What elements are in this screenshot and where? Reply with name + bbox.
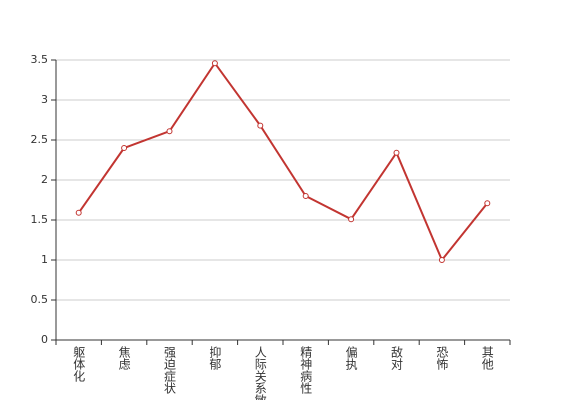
point <box>211 60 218 67</box>
x-tick-label: 焦虑 <box>117 346 131 370</box>
x-tick-label: 敌对 <box>390 345 404 370</box>
point <box>302 193 309 199</box>
line <box>77 61 489 262</box>
point <box>121 145 128 151</box>
x-tick-label: 恐怖 <box>435 346 449 370</box>
y-tick-label: 0.5 <box>31 293 49 306</box>
x-tick-label: 抑郁 <box>208 345 222 371</box>
x-tick-label: 躯体化 <box>72 345 86 383</box>
x-tick-label: 偏执 <box>344 345 358 371</box>
point <box>257 122 264 129</box>
point <box>348 216 355 223</box>
y-tick-label: 3 <box>41 93 48 106</box>
y-tick-label: 1 <box>41 253 48 266</box>
y-tick-label: 2 <box>41 173 48 186</box>
point <box>75 209 82 216</box>
x-tick-label: 人际关系敏感 <box>253 346 267 400</box>
x-tick-label: 精神病性 <box>299 346 313 395</box>
point <box>166 128 173 135</box>
y-tick-label: 3.5 <box>31 53 49 66</box>
point <box>393 149 400 156</box>
y-tick-label: 1.5 <box>31 213 49 226</box>
y-tick-label: 2.5 <box>31 133 49 146</box>
point <box>484 200 491 207</box>
y-tick-label: 0 <box>41 333 48 346</box>
point <box>438 257 445 263</box>
x-tick-label: 其他 <box>480 346 494 370</box>
x-tick-label: 强迫症状 <box>163 346 177 394</box>
